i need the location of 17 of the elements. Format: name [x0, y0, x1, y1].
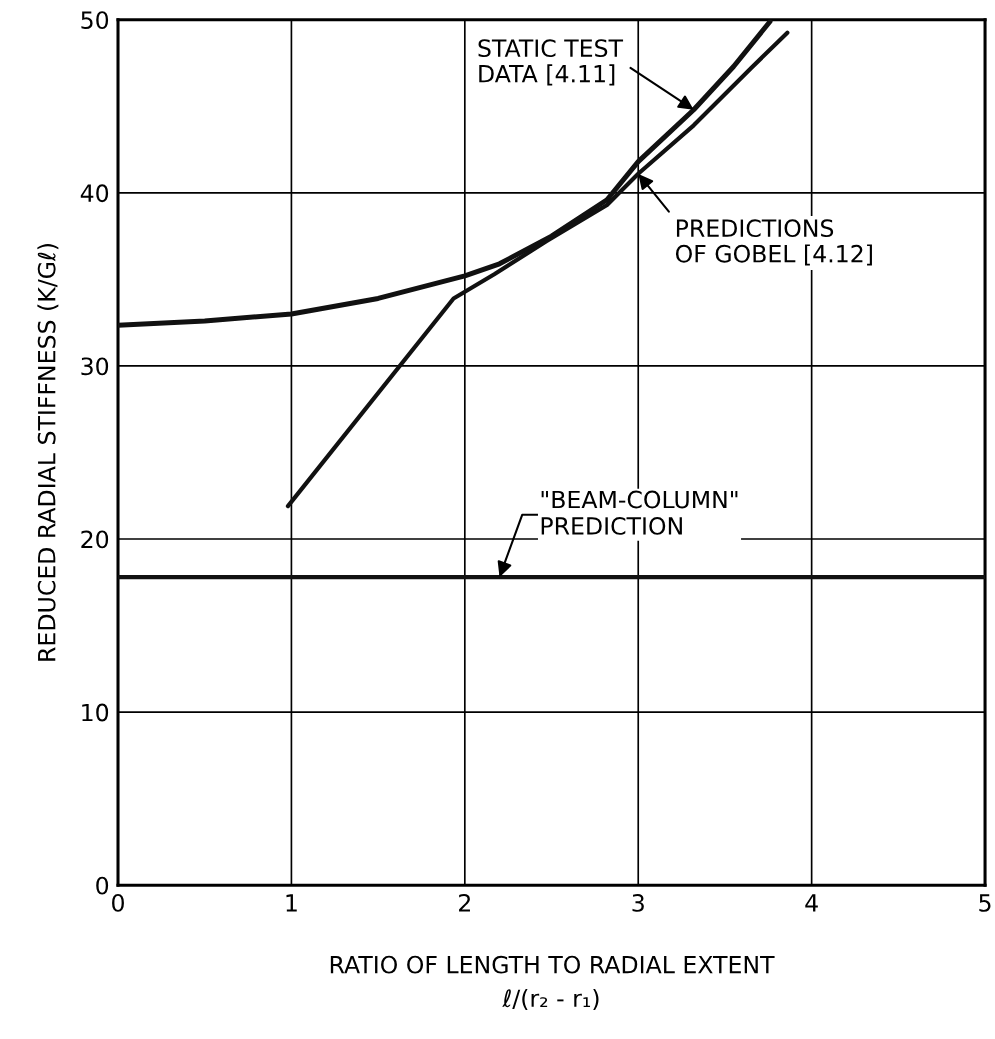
y-tick-label: 40	[80, 184, 109, 203]
text: PREDICTIONS OF GOBEL [4.12]	[675, 219, 872, 266]
x-tick-label: 3	[632, 893, 644, 912]
y-tick-label: 30	[81, 357, 109, 376]
x-tick-label: 4	[805, 894, 818, 912]
y-axis-title: REDUCED RADIAL STIFFNESS (K/Gℓ)	[37, 244, 59, 661]
y-tick-label: 50	[81, 11, 109, 30]
y-tick-label: 20	[81, 530, 109, 549]
x-tick-label: 1	[286, 894, 297, 912]
text: STATIC TEST DATA [4.11]	[478, 39, 624, 86]
x-tick-label: 0	[112, 893, 124, 912]
x-axis-title: RATIO OF LENGTH TO RADIAL EXTENT ℓ/(r₂ - r₁)	[330, 955, 775, 1010]
y-tick-label: 0	[96, 876, 109, 895]
x-tick-label: 2	[459, 893, 470, 912]
ref-line-label: "BEAM-COLUMN" PREDICTION	[541, 490, 738, 535]
y-tick-label: 10	[82, 703, 109, 722]
x-tick-label: 5	[979, 894, 991, 912]
